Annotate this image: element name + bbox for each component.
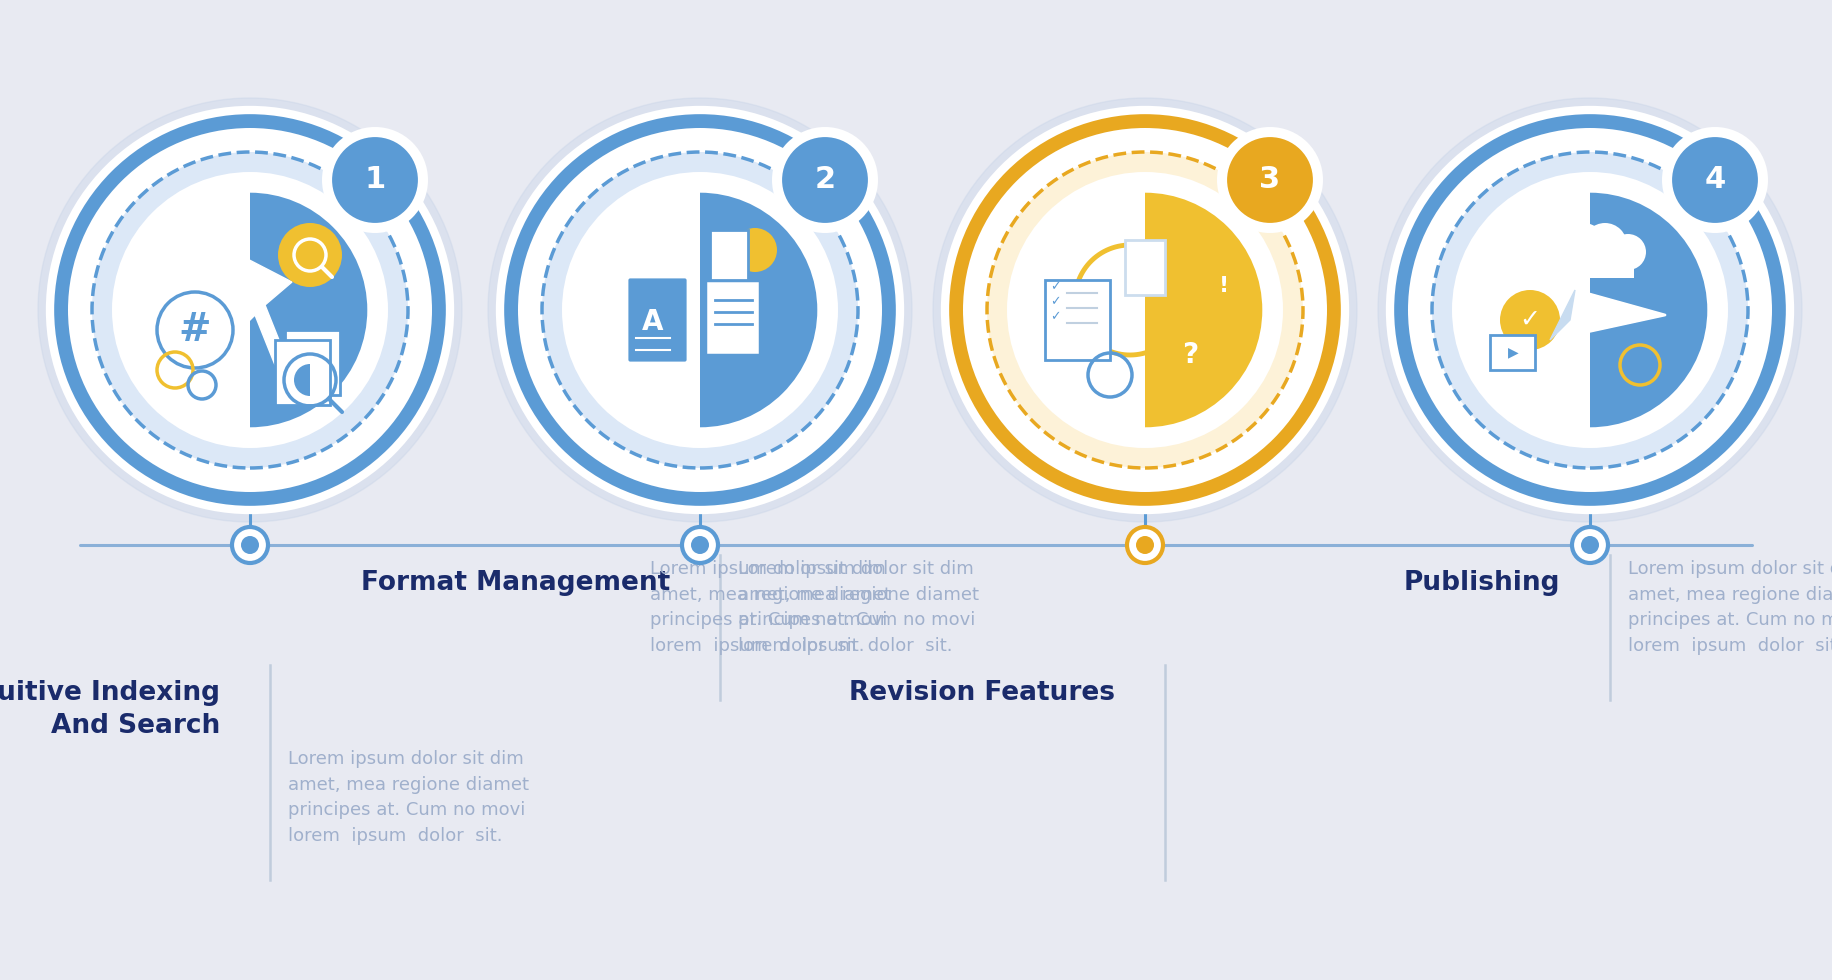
Wedge shape [1145,193,1262,427]
Polygon shape [1550,290,1665,340]
Text: ✓: ✓ [1050,295,1061,308]
Circle shape [38,98,462,522]
Circle shape [500,110,900,510]
Wedge shape [700,193,817,427]
Circle shape [682,527,718,563]
Circle shape [322,127,429,233]
Circle shape [1378,98,1803,522]
Circle shape [542,152,857,468]
Text: Revision Features: Revision Features [848,680,1116,706]
Circle shape [1226,135,1315,225]
Circle shape [278,223,343,287]
Circle shape [49,110,451,510]
Text: Publishing: Publishing [1403,570,1561,596]
Circle shape [1671,135,1761,225]
Circle shape [1390,110,1790,510]
Circle shape [945,110,1345,510]
Text: A: A [643,308,663,336]
Circle shape [1453,172,1728,448]
Circle shape [562,172,837,448]
Circle shape [964,128,1326,492]
Circle shape [733,228,777,272]
Circle shape [158,292,233,368]
Circle shape [1537,237,1574,273]
Circle shape [242,536,258,554]
Circle shape [92,152,409,468]
Circle shape [771,127,878,233]
Polygon shape [231,250,291,365]
Text: Lorem ipsum dolor sit dim
amet, mea regione diamet
principes at. Cum no movi
lor: Lorem ipsum dolor sit dim amet, mea regi… [650,560,890,655]
Polygon shape [275,340,330,405]
Circle shape [1610,234,1645,270]
FancyBboxPatch shape [711,230,747,280]
Text: ✓: ✓ [1050,280,1061,293]
Text: #: # [180,311,211,349]
Wedge shape [293,364,310,396]
Circle shape [1552,222,1608,278]
Circle shape [1581,536,1599,554]
Circle shape [987,152,1303,468]
Text: 2: 2 [815,166,835,194]
Text: ▶: ▶ [1508,345,1519,359]
Text: Lorem ipsum dolor sit dim
amet, mea regione diamet
principes at. Cum no movi
lor: Lorem ipsum dolor sit dim amet, mea regi… [1629,560,1832,655]
Circle shape [1583,223,1627,267]
FancyBboxPatch shape [627,277,689,363]
Circle shape [1500,290,1561,350]
Wedge shape [1590,193,1707,427]
Circle shape [68,128,432,492]
Circle shape [233,527,267,563]
Text: Intuitive Indexing
And Search: Intuitive Indexing And Search [0,680,220,739]
Text: 1: 1 [365,166,385,194]
Circle shape [932,98,1358,522]
Text: 4: 4 [1704,166,1726,194]
Circle shape [780,135,870,225]
Circle shape [1662,127,1768,233]
Circle shape [1572,527,1608,563]
Circle shape [487,98,912,522]
Circle shape [1136,536,1154,554]
Text: 3: 3 [1259,166,1281,194]
Text: ✓: ✓ [1519,308,1541,332]
FancyBboxPatch shape [1207,264,1240,308]
Circle shape [518,128,881,492]
Polygon shape [286,330,341,395]
Text: Lorem ipsum dolor sit dim
amet, mea regione diamet
principes at. Cum no movi
lor: Lorem ipsum dolor sit dim amet, mea regi… [288,750,529,845]
FancyBboxPatch shape [1543,258,1634,278]
FancyBboxPatch shape [1044,280,1110,360]
Circle shape [691,536,709,554]
Circle shape [330,135,420,225]
Polygon shape [1550,290,1576,340]
Text: Lorem ipsum dolor sit dim
amet, mea regione diamet
principes at. Cum no movi
lor: Lorem ipsum dolor sit dim amet, mea regi… [738,560,978,655]
Text: ✓: ✓ [1050,310,1061,323]
Circle shape [1160,325,1220,385]
Circle shape [112,172,388,448]
Circle shape [1127,527,1163,563]
Circle shape [1409,128,1772,492]
FancyBboxPatch shape [1489,335,1535,370]
FancyBboxPatch shape [705,280,760,355]
FancyBboxPatch shape [1125,240,1165,295]
Circle shape [1216,127,1323,233]
Text: ?: ? [1182,341,1198,369]
Text: Format Management: Format Management [361,570,671,596]
Circle shape [1433,152,1748,468]
Wedge shape [249,193,366,427]
Text: !: ! [1218,276,1229,296]
Circle shape [1008,172,1282,448]
